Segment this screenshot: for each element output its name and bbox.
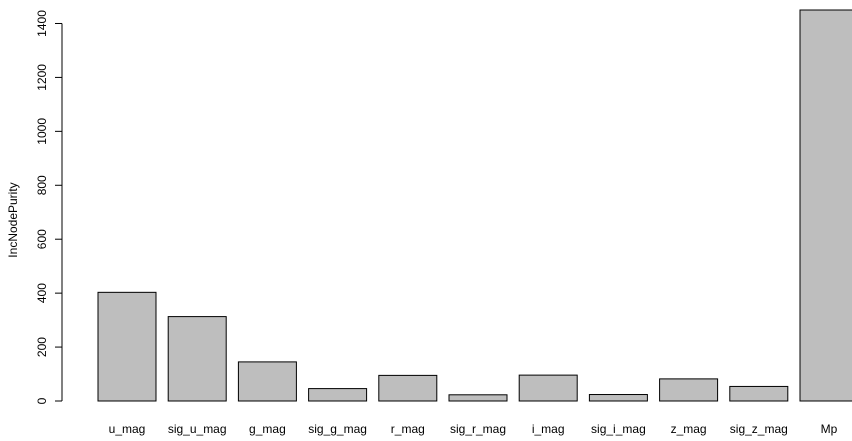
x-tick-label: g_mag [249, 422, 286, 436]
y-axis: 0 200 400 600 800 1000 1200 1400 [35, 10, 63, 404]
bar-sig-u-mag [167, 316, 227, 402]
bar-g-mag [237, 361, 297, 402]
bar-sig-i-mag [588, 394, 648, 402]
bar-z-mag [659, 378, 719, 402]
y-tick-label: 200 [35, 337, 49, 357]
y-tick-label: 1200 [35, 64, 49, 91]
bar-sig-z-mag [729, 385, 789, 402]
x-tick-label: sig_u_mag [168, 422, 227, 436]
y-tick-label: 0 [35, 397, 49, 404]
y-axis-title: IncNodePurity [6, 182, 20, 257]
bar-r-mag [378, 374, 438, 402]
bar-sig-g-mag [308, 388, 368, 402]
y-tick-label: 1000 [35, 118, 49, 145]
y-tick-label: 1400 [35, 10, 49, 37]
x-tick-label: Mp [821, 422, 838, 436]
y-tick-label: 600 [35, 229, 49, 249]
x-tick-label: sig_z_mag [730, 422, 788, 436]
bar-mp [799, 9, 852, 402]
x-tick-label: sig_g_mag [308, 422, 367, 436]
bars [97, 9, 852, 402]
x-axis-labels: u_mag sig_u_mag g_mag sig_g_mag r_mag sig_r_m… [109, 422, 838, 436]
y-tick-label: 400 [35, 283, 49, 303]
bar-u-mag [97, 291, 157, 402]
x-tick-label: i_mag [532, 422, 565, 436]
x-tick-label: u_mag [109, 422, 146, 436]
x-tick-label: z_mag [671, 422, 707, 436]
x-tick-label: sig_i_mag [591, 422, 646, 436]
bar-i-mag [518, 374, 578, 402]
y-tick-label: 800 [35, 175, 49, 195]
x-tick-label: sig_r_mag [450, 422, 506, 436]
x-tick-label: r_mag [391, 422, 425, 436]
bar-sig-r-mag [448, 394, 508, 402]
